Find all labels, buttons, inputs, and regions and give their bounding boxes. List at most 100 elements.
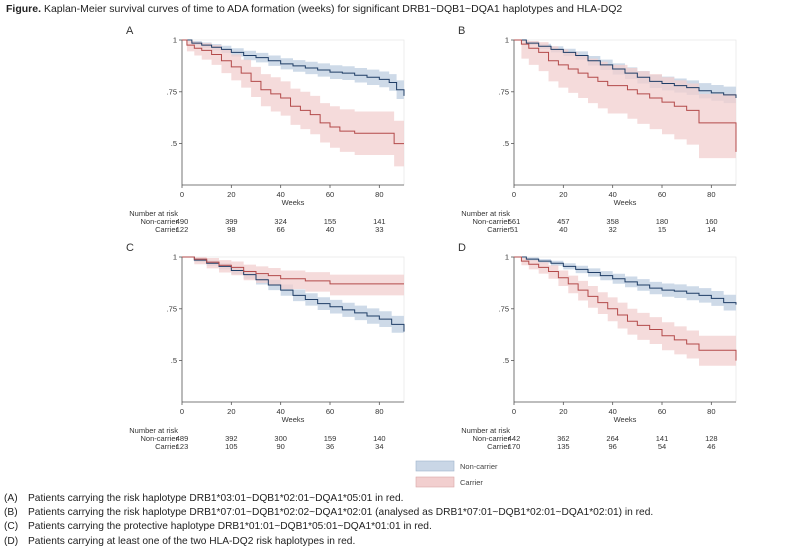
x-tick-label: 20: [559, 190, 567, 199]
risk-value: 159: [324, 434, 337, 443]
risk-value: 105: [225, 442, 238, 451]
x-tick-label: 0: [180, 190, 184, 199]
risk-value: 324: [274, 217, 287, 226]
survival-line-carrier: [514, 256, 737, 361]
caption-text: Patients carrying at least one of the tw…: [28, 535, 356, 547]
x-tick-label: 60: [658, 407, 666, 416]
risk-value: 155: [324, 217, 337, 226]
risk-value: 33: [375, 225, 383, 234]
x-tick-label: 20: [227, 407, 235, 416]
risk-value: 490: [176, 217, 189, 226]
risk-value: 170: [508, 442, 521, 451]
panel-label: C: [126, 242, 134, 254]
survival-line-carrier: [182, 256, 404, 285]
risk-value: 14: [707, 225, 715, 234]
x-tick-label: 80: [707, 407, 715, 416]
plot-group: B 1 .75 .5 0 20 40 60 80 Weeks Number at riskNon-c…: [458, 25, 737, 234]
risk-value: 135: [557, 442, 570, 451]
risk-value: 66: [276, 225, 284, 234]
risk-value: 457: [557, 217, 570, 226]
survival-line-noncarrier: [514, 256, 737, 305]
risk-value: 34: [375, 442, 383, 451]
risk-value: 392: [225, 434, 238, 443]
x-tick-label: 80: [707, 190, 715, 199]
x-axis-label: Weeks: [282, 198, 305, 207]
x-tick-label: 80: [375, 407, 383, 416]
y-tick-label: .75: [499, 304, 509, 313]
panel-label: A: [126, 25, 134, 37]
risk-value: 141: [373, 217, 386, 226]
risk-table-header: Number at risk: [461, 426, 510, 435]
risk-row-label: Carrier: [487, 442, 510, 451]
y-tick-label: .5: [503, 139, 509, 148]
risk-row-label: Non-carrier: [472, 434, 510, 443]
risk-value: 32: [608, 225, 616, 234]
plot-group: A 1 .75 .5 0 20 40 60 80 Weeks Number at riskNon-c…: [126, 25, 405, 234]
survival-line-carrier: [514, 39, 737, 152]
survival-line-carrier: [182, 39, 404, 145]
risk-value: 96: [608, 442, 616, 451]
x-tick-label: 80: [375, 190, 383, 199]
survival-line-noncarrier: [182, 256, 405, 332]
risk-value: 98: [227, 225, 235, 234]
risk-value: 40: [326, 225, 334, 234]
x-tick-label: 60: [658, 190, 666, 199]
x-tick-label: 40: [276, 190, 284, 199]
ci-band-carrier: [514, 40, 736, 181]
x-tick-label: 0: [512, 190, 516, 199]
panel-label: D: [458, 242, 466, 254]
risk-row-label: Carrier: [487, 225, 510, 234]
risk-value: 123: [176, 442, 189, 451]
figure-title: Figure. Kaplan-Meier survival curves of …: [6, 3, 622, 15]
risk-value: 362: [557, 434, 570, 443]
risk-table-header: Number at risk: [129, 426, 178, 435]
risk-value: 160: [705, 217, 718, 226]
caption-text: Patients carrying the risk haplotype DRB…: [28, 507, 654, 519]
risk-value: 128: [705, 434, 718, 443]
risk-value: 54: [658, 442, 666, 451]
plot-group: C 1 .75 .5 0 20 40 60 80 Weeks Number at riskNon-c…: [126, 242, 405, 451]
risk-value: 399: [225, 217, 238, 226]
x-tick-label: 40: [276, 407, 284, 416]
x-axis-label: Weeks: [614, 198, 637, 207]
x-tick-label: 20: [559, 407, 567, 416]
caption-b: (B) Patients carrying the risk haplotype …: [4, 506, 794, 520]
risk-value: 40: [559, 225, 567, 234]
y-tick-label: .75: [167, 304, 177, 313]
figure-title-label: Figure.: [6, 3, 42, 15]
risk-value: 264: [606, 434, 619, 443]
caption-list: (A) Patients carrying the risk haplotype …: [4, 492, 794, 549]
figure-title-text: Kaplan-Meier survival curves of time to …: [43, 3, 623, 15]
x-axis-label: Weeks: [282, 415, 305, 424]
y-tick-label: .5: [171, 139, 177, 148]
risk-value: 46: [707, 442, 715, 451]
survival-line-noncarrier: [514, 39, 737, 98]
caption-a: (A) Patients carrying the risk haplotype …: [4, 492, 794, 506]
risk-table-header: Number at risk: [129, 209, 178, 218]
risk-value: 51: [510, 225, 518, 234]
x-tick-label: 0: [512, 407, 516, 416]
caption-text: Patients carrying the protective haploty…: [28, 521, 432, 533]
risk-row-label: Non-carrier: [140, 217, 178, 226]
x-axis-label: Weeks: [614, 415, 637, 424]
plot-group: D 1 .75 .5 0 20 40 60 80 Weeks Number at riskNon-c…: [458, 242, 737, 451]
x-tick-label: 0: [180, 407, 184, 416]
y-tick-label: .5: [171, 356, 177, 365]
y-tick-label: 1: [173, 36, 177, 45]
x-tick-label: 60: [326, 190, 334, 199]
x-tick-label: 20: [227, 190, 235, 199]
ci-band-carrier: [182, 40, 404, 167]
risk-value: 180: [656, 217, 669, 226]
risk-row-label: Non-carrier: [472, 217, 510, 226]
risk-value: 489: [176, 434, 189, 443]
y-tick-label: 1: [505, 253, 509, 262]
risk-value: 122: [176, 225, 189, 234]
survival-line-noncarrier: [182, 39, 405, 96]
caption-d: (D) Patients carrying at least one of the…: [4, 535, 794, 549]
y-tick-label: .75: [499, 87, 509, 96]
risk-value: 442: [508, 434, 521, 443]
